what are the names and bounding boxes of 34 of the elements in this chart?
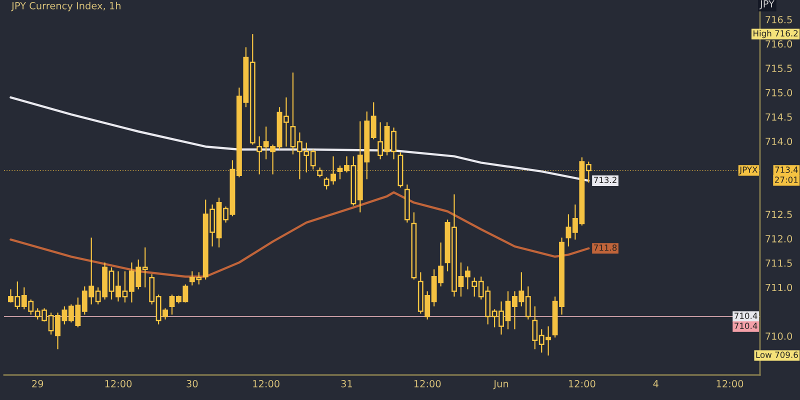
ref-line-label: 710.4	[734, 312, 758, 319]
line-series	[10, 96, 590, 182]
data-label: 713.2	[594, 176, 616, 184]
y-tick-label: 712.5	[766, 210, 792, 218]
y-tick-label: 714.5	[766, 113, 792, 121]
x-tick-label: 29	[32, 380, 44, 388]
x-tick-label: 31	[341, 380, 352, 388]
y-tick-label: 715.5	[766, 64, 792, 72]
ref-line-label: JPYX	[739, 166, 758, 174]
ref-line-label: 710.4	[734, 322, 758, 329]
y-tick-label: 712.0	[766, 235, 792, 242]
text: 713.4	[775, 166, 798, 173]
x-tick-label: 12:00	[414, 380, 441, 388]
x-tick-label: 12:00	[105, 380, 132, 388]
data-label: 711.8	[594, 244, 617, 251]
text: 27:01	[774, 176, 798, 183]
candlestick	[317, 166, 323, 178]
x-tick-label: 4	[653, 380, 658, 388]
y-tick-label: 710.0	[766, 332, 792, 340]
y-tick-label: 716.0	[766, 40, 792, 48]
y-tick-label: 711.5	[766, 260, 792, 267]
y-axis-title: JPY	[759, 0, 774, 10]
text: Low 709.6	[756, 352, 798, 358]
x-tick-label: Jun	[493, 380, 508, 390]
x-tick-label: 12:00	[568, 380, 596, 388]
x-tick-label: 30	[186, 380, 198, 388]
y-tick-label: 714.0	[766, 138, 792, 146]
y-tick-label: 715.0	[766, 89, 792, 96]
x-tick-label: 12:00	[253, 380, 280, 388]
y-tick-label: 711.0	[766, 284, 792, 292]
text: High 716.2	[754, 30, 798, 38]
y-tick-label: 716.5	[766, 16, 792, 24]
x-tick-label: 12:00	[716, 380, 744, 388]
chart-title: JPY Currency Index, 1h	[11, 2, 120, 12]
